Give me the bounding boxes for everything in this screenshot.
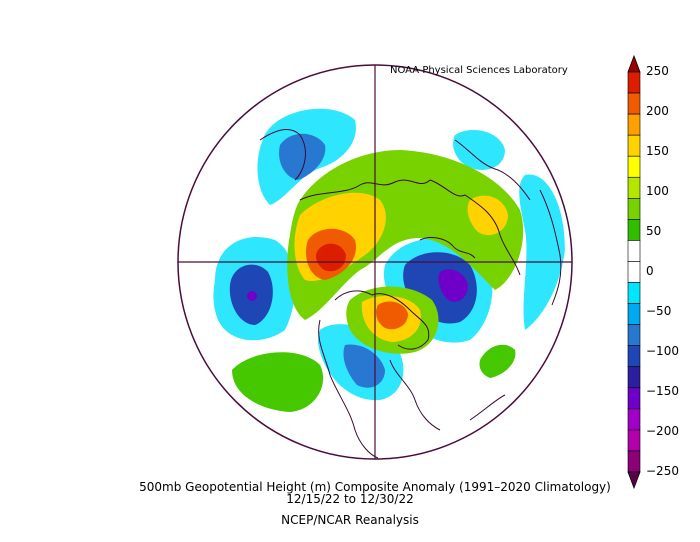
colorbar-segment (627, 240, 641, 262)
negative-anomaly-cyan-northeast (453, 130, 505, 170)
negative-anomaly-purple-core (438, 269, 468, 302)
colorbar-tick-label: 200 (646, 104, 669, 118)
map-caption-dates: 12/15/22 to 12/30/22 (286, 492, 414, 506)
colorbar-tick-label: 150 (646, 144, 669, 158)
colorbar-bottom-arrow (627, 471, 641, 490)
colorbar-tick-label: 0 (646, 264, 654, 278)
positive-anomaly-red-core (316, 243, 346, 272)
positive-anomaly-green-southwest (232, 352, 324, 412)
positive-anomaly-orange-center (376, 301, 408, 330)
colorbar-segment (627, 134, 641, 157)
colorbar-segment (627, 450, 641, 473)
colorbar-tick-label: −100 (646, 344, 679, 358)
colorbar-segment (627, 92, 641, 115)
colorbar-tick-label: −250 (646, 464, 679, 478)
anomaly-fields (213, 108, 565, 412)
map-caption-source: NCEP/NCAR Reanalysis (281, 513, 419, 527)
colorbar-segment (627, 219, 641, 241)
colorbar-segment (627, 198, 641, 220)
coastlines (259, 129, 562, 459)
credit-label: NOAA Physical Sciences Laboratory (390, 65, 568, 76)
colorbar-segment (627, 155, 641, 178)
colorbar-segment (627, 261, 641, 283)
colorbar-segment (627, 71, 641, 94)
positive-anomaly-green-southeast (479, 344, 516, 378)
colorbar-segment (627, 282, 641, 304)
colorbar-segment (627, 429, 641, 452)
colorbar-tick-label: 50 (646, 224, 662, 238)
colorbar (627, 54, 641, 490)
colorbar-segment (627, 303, 641, 325)
colorbar-segment (627, 176, 641, 199)
positive-anomaly-green-north (287, 150, 524, 320)
positive-anomaly-yellow-northeast (467, 195, 508, 236)
colorbar-segment (627, 113, 641, 136)
colorbar-segment (627, 408, 641, 431)
colorbar-segment (627, 345, 641, 368)
colorbar-tick-label: −50 (646, 304, 672, 318)
negative-anomaly-cyan-far-east (519, 174, 565, 330)
colorbar-tick-label: −200 (646, 424, 679, 438)
colorbar-segment (627, 324, 641, 346)
colorbar-tick-label: 250 (646, 64, 669, 78)
negative-anomaly-purple-west-core (247, 291, 257, 301)
colorbar-segment (627, 387, 641, 410)
colorbar-tick-label: −150 (646, 384, 679, 398)
colorbar-top-arrow (627, 54, 641, 73)
colorbar-segment (627, 366, 641, 389)
map-boundary (177, 64, 573, 460)
negative-anomaly-blue-northwest (279, 133, 326, 180)
map-caption-title: 500mb Geopotential Height (m) Composite … (139, 480, 611, 494)
colorbar-tick-label: 100 (646, 184, 669, 198)
